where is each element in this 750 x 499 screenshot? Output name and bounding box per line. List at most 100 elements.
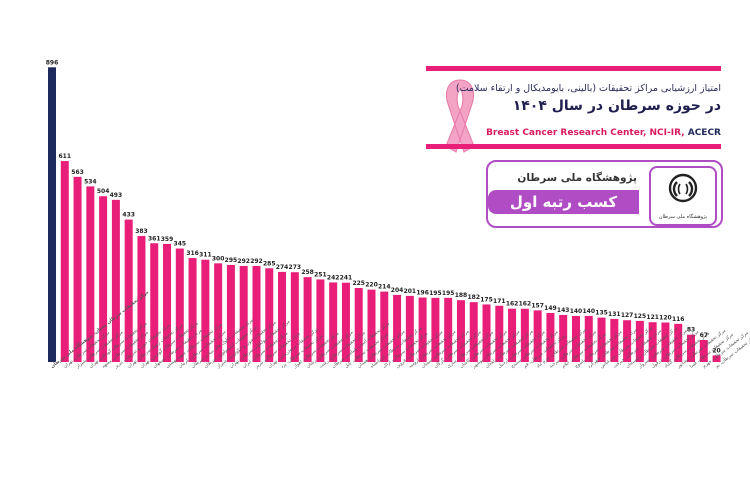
bar-52 — [712, 355, 721, 362]
bar-value-label-38: 157 — [531, 302, 544, 309]
institute-card: پژوهشگاه ملی سرطان کسب رتبه اول پژوهشگاه… — [486, 160, 723, 228]
bar-48 — [661, 322, 670, 362]
bar-value-label-13: 300 — [212, 255, 225, 262]
bar-value-label-35: 171 — [493, 298, 506, 305]
bar-9 — [163, 243, 172, 362]
bar-15 — [239, 265, 248, 362]
bar-value-label-37: 162 — [519, 301, 532, 308]
bar-23 — [341, 282, 350, 362]
bar-value-label-16: 292 — [250, 258, 263, 265]
bar-value-label-41: 140 — [570, 308, 583, 315]
bar-17 — [265, 268, 274, 362]
bar-33 — [469, 302, 478, 362]
bar-13 — [214, 263, 223, 362]
bar-value-label-44: 131 — [608, 311, 621, 318]
bar-value-label-3: 534 — [84, 178, 97, 185]
bar-41 — [571, 315, 580, 362]
bar-31 — [444, 297, 453, 362]
bar-0 — [48, 67, 56, 362]
chart-header: امتیاز ارزشیابی مراکز تحقیقات (بالینی، ب… — [426, 66, 721, 149]
bar-21 — [316, 279, 325, 362]
bar-value-label-29: 196 — [416, 290, 429, 297]
bar-value-label-49: 116 — [672, 316, 685, 323]
bar-value-label-51: 67 — [700, 332, 708, 339]
bar-39 — [546, 312, 555, 362]
bar-20 — [303, 277, 312, 362]
bar-26 — [380, 291, 389, 362]
bar-value-label-10: 345 — [174, 241, 187, 248]
bar-value-label-30: 195 — [429, 290, 442, 297]
bar-8 — [150, 243, 159, 362]
bar-37 — [520, 308, 529, 362]
header-rule-top — [426, 66, 721, 71]
center-name: Breast Cancer Research Center, NCI-IR, A… — [426, 128, 721, 138]
bar-value-label-15: 292 — [237, 258, 250, 265]
institute-name: پژوهشگاه ملی سرطان — [517, 172, 637, 184]
bar-11 — [188, 258, 197, 362]
bar-18 — [278, 271, 287, 362]
bar-19 — [290, 272, 299, 362]
bar-value-label-27: 204 — [391, 287, 404, 294]
bar-value-label-1: 611 — [59, 153, 72, 160]
bar-value-label-21: 251 — [314, 271, 327, 278]
bar-22 — [329, 282, 338, 362]
bar-12 — [201, 259, 210, 362]
bar-value-label-43: 135 — [595, 310, 608, 317]
bar-46 — [635, 320, 644, 362]
bar-value-label-22: 242 — [327, 274, 340, 281]
bar-24 — [354, 288, 363, 362]
bar-value-label-45: 127 — [621, 312, 634, 319]
bar-value-label-36: 162 — [506, 301, 519, 308]
bar-51 — [699, 339, 708, 362]
bar-value-label-28: 201 — [404, 288, 417, 295]
bar-35 — [495, 305, 504, 362]
bar-16 — [252, 265, 261, 362]
bar-value-label-40: 143 — [557, 307, 570, 314]
bar-value-label-34: 175 — [480, 296, 493, 303]
bar-value-label-4: 504 — [97, 188, 110, 195]
bar-40 — [559, 314, 568, 362]
bar-32 — [456, 300, 465, 362]
bar-value-label-5: 493 — [110, 192, 123, 199]
bar-7 — [137, 236, 146, 362]
bar-value-label-47: 121 — [646, 314, 659, 321]
bar-30 — [431, 297, 440, 362]
bar-value-label-9: 359 — [161, 236, 174, 243]
bar-value-label-32: 188 — [455, 292, 468, 299]
bar-6 — [124, 219, 133, 362]
bar-value-label-20: 258 — [301, 269, 314, 276]
bar-value-label-24: 225 — [352, 280, 365, 287]
bar-28 — [405, 295, 414, 362]
bar-value-label-17: 285 — [263, 260, 276, 267]
bar-47 — [648, 322, 657, 362]
center-acronym: ACECR — [687, 128, 721, 138]
bar-14 — [226, 264, 235, 362]
bar-value-label-11: 316 — [186, 250, 199, 257]
bar-3 — [86, 186, 95, 362]
bar-25 — [367, 289, 376, 362]
bar-value-label-12: 311 — [199, 252, 212, 259]
bar-29 — [418, 297, 427, 362]
bar-value-label-7: 383 — [135, 228, 148, 235]
bar-4 — [99, 196, 108, 362]
bar-27 — [393, 294, 402, 362]
bars-group — [48, 67, 721, 362]
bar-value-label-19: 273 — [289, 264, 302, 271]
pink-ribbon-icon — [445, 79, 475, 153]
bar-43 — [597, 317, 606, 362]
institute-logo-icon: پژوهشگاه ملی سرطان — [649, 166, 717, 226]
bar-38 — [533, 310, 542, 362]
bar-36 — [508, 308, 517, 362]
bar-2 — [73, 176, 82, 362]
bar-10 — [175, 248, 184, 362]
logo-caption: پژوهشگاه ملی سرطان — [658, 214, 708, 220]
chart-title-line1: امتیاز ارزشیابی مراکز تحقیقات (بالینی، ب… — [455, 83, 721, 94]
bar-value-label-46: 125 — [634, 313, 647, 320]
bar-value-label-25: 220 — [365, 282, 378, 289]
rank-badge: کسب رتبه اول — [488, 190, 639, 214]
bar-value-label-6: 433 — [122, 212, 135, 219]
bar-value-label-0: 896 — [46, 59, 59, 66]
chart-title-line2: در حوزه سرطان در سال ۱۴۰۴ — [512, 98, 721, 114]
logo-mark — [668, 173, 698, 203]
